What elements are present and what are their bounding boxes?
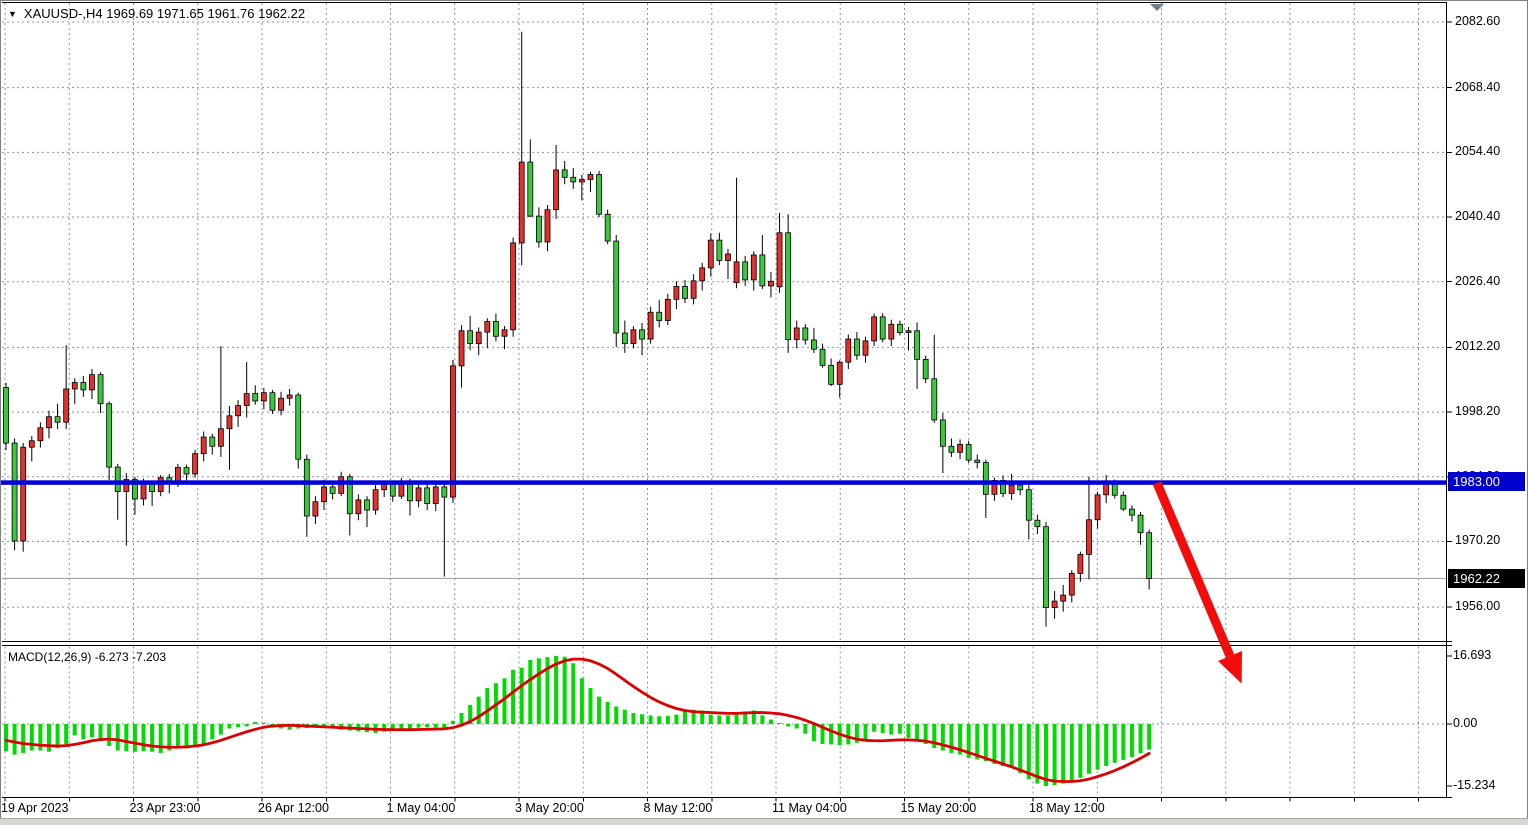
macd-tick-label: 0.00 (1453, 716, 1478, 730)
macd-tick-label: 16.693 (1453, 647, 1492, 662)
axis-ticks (4, 21, 1452, 802)
chart-title: ▼ XAUUSD-,H4 1969.69 1971.65 1961.76 1962… (8, 6, 305, 21)
date-tick-label: 26 Apr 12:00 (258, 801, 329, 815)
down-arrow-annotation[interactable] (1152, 481, 1242, 684)
date-tick-label: 18 May 12:00 (1029, 801, 1105, 815)
price-tick-label: 1956.00 (1455, 599, 1501, 614)
macd-signal-line (4, 657, 1151, 783)
price-tick-label: 2012.20 (1455, 339, 1501, 354)
ohlc-quote-label: 1969.69 1971.65 1961.76 1962.22 (106, 6, 306, 21)
candles (3, 31, 1153, 627)
price-tick-label: 2054.40 (1455, 144, 1501, 159)
gridlines (2, 3, 1446, 797)
date-tick-label: 19 Apr 2023 (1, 801, 69, 815)
chart-shift-marker-icon[interactable] (1150, 4, 1164, 11)
price-tick-label: 1970.20 (1455, 533, 1501, 548)
last-price-flag: 1962.22 (1448, 569, 1525, 588)
date-tick-label: 8 May 12:00 (643, 801, 713, 815)
symbol-period-label: XAUUSD-,H4 (23, 6, 103, 21)
date-tick-label: 15 May 20:00 (900, 801, 977, 815)
date-tick-label: 11 May 04:00 (772, 801, 847, 815)
price-tick-label: 2068.40 (1455, 79, 1501, 94)
price-tick-label: 2040.40 (1455, 209, 1501, 224)
price-tick-label: 2026.40 (1455, 273, 1501, 288)
date-tick-label: 23 Apr 23:00 (129, 801, 201, 815)
resistance-line[interactable] (0, 480, 1446, 485)
symbol-dropdown-icon[interactable]: ▼ (8, 9, 17, 19)
macd-indicator-label: MACD(12,26,9) -6.273 -7.203 (8, 650, 167, 664)
resistance-price-flag: 1983.00 (1448, 472, 1525, 491)
macd-tick-label: -15.234 (1453, 778, 1496, 793)
price-tick-label: 2082.60 (1455, 14, 1501, 28)
date-tick-label: 1 May 04:00 (386, 801, 456, 815)
price-tick-label: 1998.20 (1455, 404, 1501, 419)
date-tick-label: 3 May 20:00 (515, 801, 584, 815)
window-bottom-edge (0, 818, 1528, 825)
macd-histogram (4, 655, 1152, 787)
